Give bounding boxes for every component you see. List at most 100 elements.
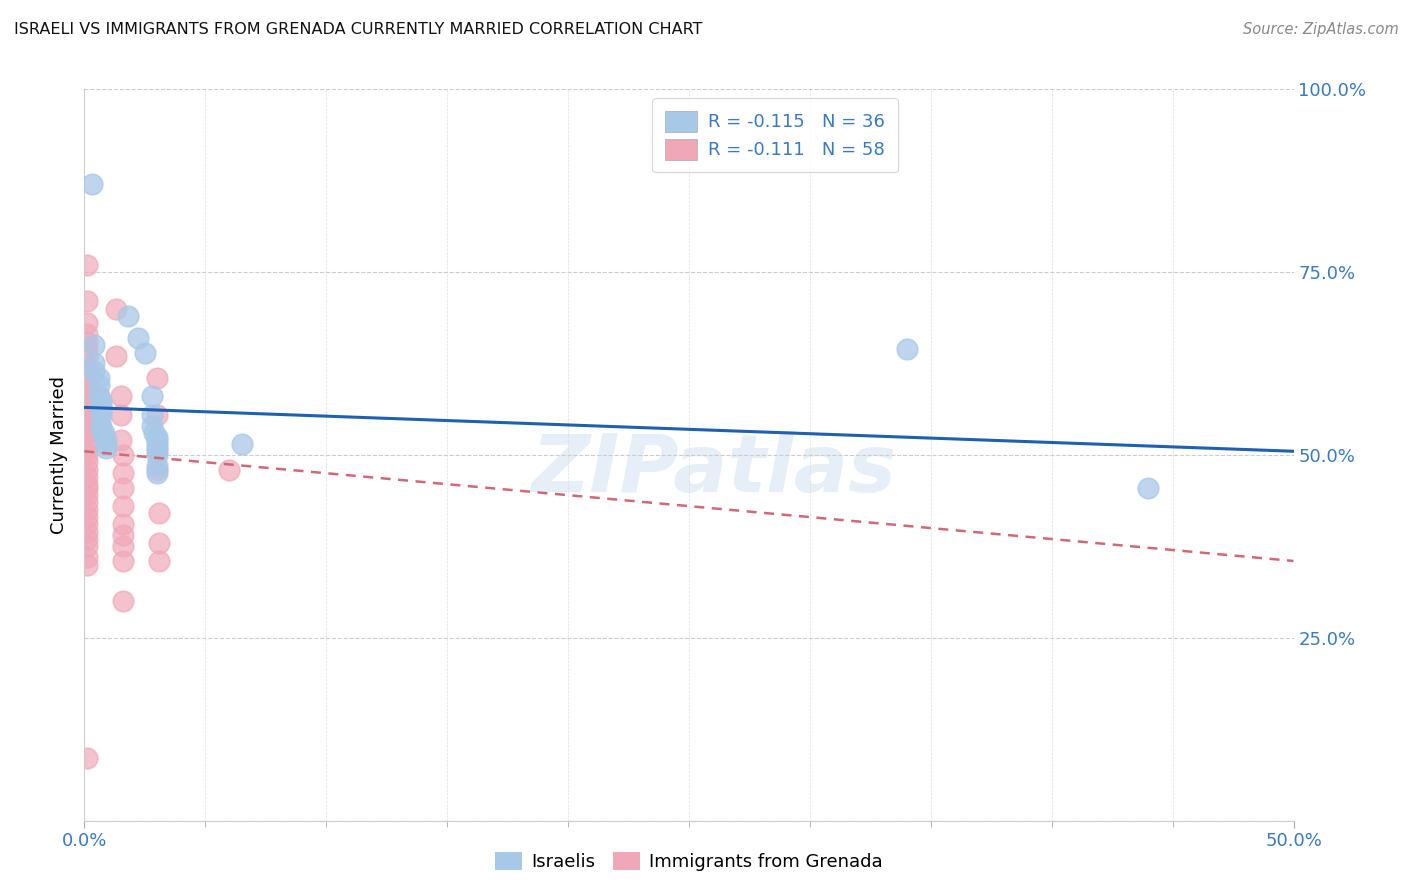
Point	[76, 397, 98, 411]
Point	[76, 316, 98, 330]
Point	[76, 368, 98, 382]
Point	[141, 408, 163, 422]
Point	[110, 434, 132, 448]
Point	[146, 458, 169, 473]
Point	[112, 594, 135, 608]
Point	[83, 364, 105, 378]
Point	[90, 393, 112, 408]
Point	[218, 462, 240, 476]
Point	[146, 430, 169, 444]
Point	[112, 539, 135, 553]
Point	[76, 532, 98, 546]
Point	[76, 550, 98, 565]
Point	[90, 401, 112, 415]
Point	[76, 448, 98, 462]
Point	[148, 554, 170, 568]
Point	[76, 382, 98, 396]
Point	[76, 441, 98, 455]
Point	[146, 437, 169, 451]
Point	[76, 495, 98, 509]
Text: Source: ZipAtlas.com: Source: ZipAtlas.com	[1243, 22, 1399, 37]
Point	[94, 437, 117, 451]
Point	[112, 481, 135, 495]
Point	[1137, 481, 1160, 495]
Point	[112, 528, 135, 542]
Point	[104, 349, 127, 363]
Point	[93, 430, 115, 444]
Point	[112, 448, 135, 462]
Point	[76, 258, 98, 272]
Point	[76, 334, 98, 349]
Point	[146, 466, 169, 480]
Point	[76, 455, 98, 469]
Point	[76, 558, 98, 572]
Point	[76, 751, 98, 765]
Point	[76, 503, 98, 517]
Legend: Israelis, Immigrants from Grenada: Israelis, Immigrants from Grenada	[488, 845, 890, 879]
Point	[93, 425, 115, 440]
Legend: R = -0.115   N = 36, R = -0.111   N = 58: R = -0.115 N = 36, R = -0.111 N = 58	[652, 98, 897, 172]
Point	[146, 448, 169, 462]
Point	[112, 554, 135, 568]
Point	[94, 434, 117, 448]
Point	[134, 345, 156, 359]
Point	[148, 507, 170, 521]
Point	[80, 178, 103, 192]
Point	[76, 425, 98, 440]
Point	[76, 517, 98, 532]
Point	[76, 510, 98, 524]
Point	[231, 437, 253, 451]
Point	[76, 470, 98, 484]
Point	[148, 535, 170, 549]
Point	[896, 342, 918, 356]
Point	[76, 524, 98, 539]
Point	[76, 360, 98, 375]
Point	[104, 301, 127, 316]
Text: ZIPatlas: ZIPatlas	[530, 431, 896, 508]
Point	[87, 378, 110, 392]
Y-axis label: Currently Married: Currently Married	[51, 376, 69, 534]
Point	[146, 444, 169, 458]
Point	[112, 517, 135, 532]
Point	[146, 434, 169, 448]
Point	[90, 418, 112, 433]
Point	[87, 389, 110, 403]
Point	[76, 389, 98, 403]
Point	[141, 418, 163, 433]
Point	[76, 411, 98, 425]
Point	[83, 356, 105, 371]
Point	[146, 462, 169, 476]
Point	[127, 331, 149, 345]
Point	[83, 338, 105, 352]
Point	[76, 404, 98, 418]
Point	[146, 441, 169, 455]
Point	[143, 425, 166, 440]
Point	[110, 408, 132, 422]
Point	[76, 462, 98, 476]
Point	[76, 481, 98, 495]
Point	[94, 441, 117, 455]
Point	[90, 397, 112, 411]
Point	[110, 389, 132, 403]
Point	[76, 327, 98, 342]
Point	[76, 488, 98, 502]
Point	[146, 408, 169, 422]
Point	[90, 404, 112, 418]
Point	[146, 371, 169, 385]
Point	[76, 418, 98, 433]
Point	[76, 434, 98, 448]
Point	[90, 422, 112, 436]
Point	[112, 466, 135, 480]
Point	[90, 408, 112, 422]
Point	[76, 342, 98, 356]
Point	[76, 375, 98, 389]
Point	[87, 371, 110, 385]
Point	[76, 539, 98, 553]
Point	[141, 389, 163, 403]
Point	[112, 499, 135, 513]
Point	[117, 309, 139, 323]
Text: ISRAELI VS IMMIGRANTS FROM GRENADA CURRENTLY MARRIED CORRELATION CHART: ISRAELI VS IMMIGRANTS FROM GRENADA CURRE…	[14, 22, 703, 37]
Point	[76, 477, 98, 491]
Point	[76, 349, 98, 363]
Point	[76, 294, 98, 309]
